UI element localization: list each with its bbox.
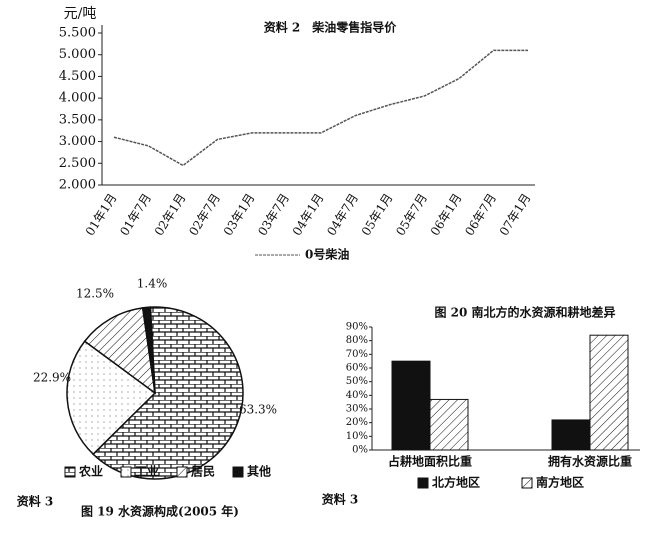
legend-swatch — [176, 466, 188, 478]
x-tick-label: 01年7月 — [117, 191, 154, 238]
y-tick-label: 90% — [346, 322, 368, 333]
y-tick-label: 3.000 — [59, 134, 96, 149]
x-tick-label: 05年7月 — [393, 191, 430, 238]
x-tick-label: 02年7月 — [186, 191, 223, 238]
legend-label: 其他 — [247, 464, 271, 479]
y-tick-label: 4.000 — [59, 91, 96, 106]
y-tick-label: 10% — [346, 431, 368, 442]
legend-swatch — [120, 466, 132, 478]
x-tick-label: 07年1月 — [497, 191, 534, 238]
pie-slice — [92, 306, 244, 480]
y-tick-label: 70% — [346, 349, 368, 360]
legend-label: 北方地区 — [432, 475, 480, 490]
value-label: 1.4% — [137, 277, 168, 291]
source-label: 资料 3 — [17, 494, 54, 509]
x-tick-label: 05年1月 — [359, 191, 396, 238]
bar — [551, 419, 591, 451]
x-tick-label: 06年7月 — [462, 191, 499, 238]
legend-label: 南方地区 — [536, 475, 584, 490]
x-tick-label: 06年1月 — [428, 191, 465, 238]
legend-label: 居民 — [191, 465, 215, 479]
source-label: 资料 3 — [322, 492, 359, 507]
legend-label: 农业 — [78, 464, 103, 479]
y-tick-label: 3.500 — [59, 112, 96, 127]
y-tick-label: 0% — [352, 445, 368, 456]
x-tick-label: 拥有水资源比重 — [548, 454, 632, 469]
y-tick-label: 20% — [346, 417, 368, 428]
x-tick-label: 04年7月 — [324, 191, 361, 238]
x-tick-label: 01年1月 — [83, 191, 120, 238]
pie-slice — [83, 306, 156, 395]
x-tick-label: 02年1月 — [152, 191, 189, 238]
y-tick-label: 5.000 — [59, 47, 96, 62]
value-label: 12.5% — [76, 287, 114, 301]
legend-swatch — [417, 477, 429, 489]
x-tick-label: 03年7月 — [255, 191, 292, 238]
y-axis-label: 元/吨 — [64, 6, 97, 22]
y-tick-label: 2.500 — [59, 156, 96, 171]
pie-slice — [66, 340, 157, 456]
y-tick-label: 2.000 — [59, 178, 96, 193]
legend-swatch — [521, 477, 533, 489]
value-label: 22.9% — [33, 371, 71, 385]
line-series — [113, 49, 528, 167]
value-label: 63.3% — [239, 403, 277, 417]
legend-swatch — [64, 466, 76, 478]
y-tick-label: 5.500 — [59, 26, 96, 41]
chart-title: 图 19 水资源构成(2005 年) — [81, 504, 239, 519]
legend-swatch — [232, 466, 244, 478]
x-tick-label: 占耕地面积比重 — [388, 454, 472, 469]
y-tick-label: 80% — [346, 335, 368, 346]
y-tick-label: 60% — [346, 363, 368, 374]
chart-title: 图 20 南北方的水资源和耕地差异 — [434, 305, 615, 320]
x-tick-label: 03年1月 — [221, 191, 258, 238]
bar — [589, 334, 629, 451]
legend-label: 工业 — [135, 464, 159, 479]
chart-title: 资料 2 柴油零售指导价 — [264, 20, 398, 35]
bar — [391, 360, 431, 451]
pie-slice — [141, 306, 156, 394]
x-tick-label: 04年1月 — [290, 191, 327, 238]
y-tick-label: 30% — [346, 404, 368, 415]
bar — [429, 398, 469, 451]
y-tick-label: 4.500 — [59, 69, 96, 84]
legend-label: 0号柴油 — [305, 247, 349, 262]
y-tick-label: 50% — [346, 376, 368, 387]
y-tick-label: 40% — [346, 390, 368, 401]
